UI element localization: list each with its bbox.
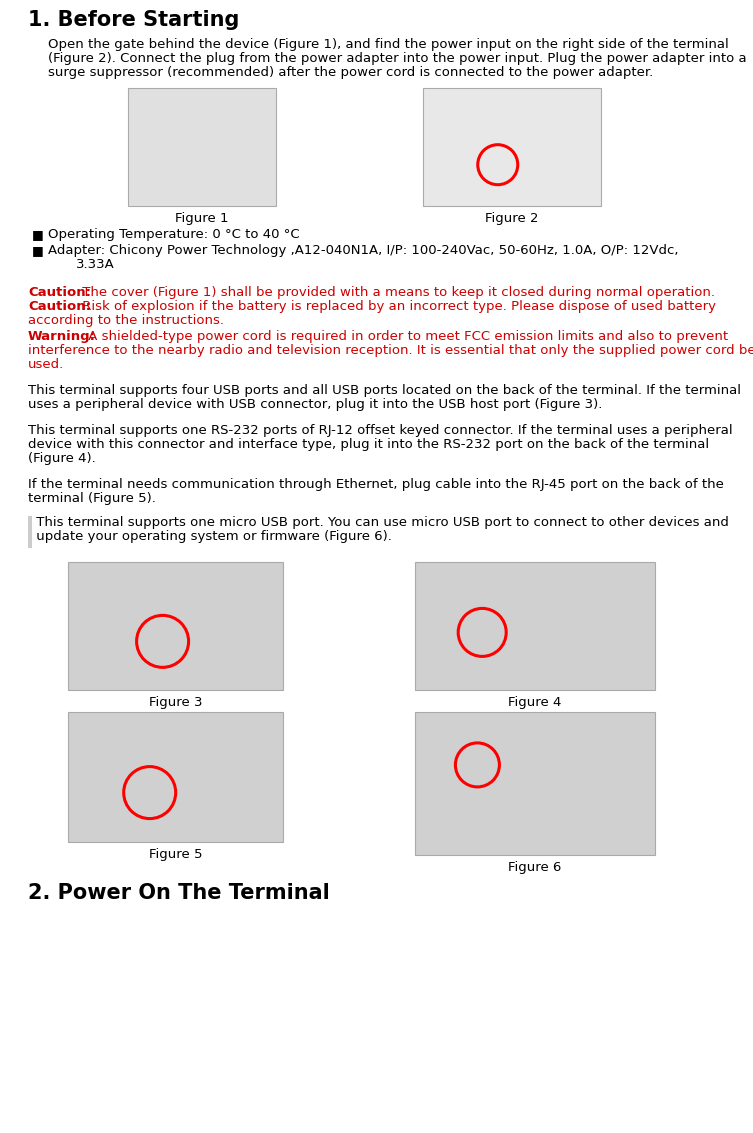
Text: 3.33A: 3.33A — [76, 258, 114, 271]
Text: device with this connector and interface type, plug it into the RS-232 port on t: device with this connector and interface… — [28, 438, 709, 451]
Text: Figure 2: Figure 2 — [485, 212, 538, 225]
Bar — [28, 516, 32, 548]
Bar — [68, 562, 283, 690]
Text: 1. Before Starting: 1. Before Starting — [28, 10, 239, 29]
Text: 2. Power On The Terminal: 2. Power On The Terminal — [28, 883, 330, 903]
Text: The cover (Figure 1) shall be provided with a means to keep it closed during nor: The cover (Figure 1) shall be provided w… — [78, 286, 715, 299]
Text: This terminal supports one micro USB port. You can use micro USB port to connect: This terminal supports one micro USB por… — [32, 516, 729, 529]
Text: Warning:: Warning: — [28, 330, 96, 343]
Bar — [415, 562, 655, 690]
Text: Operating Temperature: 0 °C to 40 °C: Operating Temperature: 0 °C to 40 °C — [48, 228, 300, 241]
Text: Figure 1: Figure 1 — [175, 212, 229, 225]
Text: ■: ■ — [32, 244, 44, 257]
Text: If the terminal needs communication through Ethernet, plug cable into the RJ-45 : If the terminal needs communication thro… — [28, 478, 724, 491]
Text: interference to the nearby radio and television reception. It is essential that : interference to the nearby radio and tel… — [28, 344, 753, 357]
Bar — [415, 712, 655, 855]
Text: Figure 4: Figure 4 — [508, 696, 562, 709]
Text: ■: ■ — [32, 228, 44, 241]
Text: Figure 6: Figure 6 — [508, 861, 562, 874]
Text: Adapter: Chicony Power Technology ,A12-040N1A, I/P: 100-240Vac, 50-60Hz, 1.0A, O: Adapter: Chicony Power Technology ,A12-0… — [48, 244, 678, 257]
Text: Figure 3: Figure 3 — [149, 696, 203, 709]
Text: used.: used. — [28, 358, 64, 370]
Text: Caution:: Caution: — [28, 286, 91, 299]
Bar — [423, 88, 601, 206]
Text: Caution:: Caution: — [28, 300, 91, 313]
Text: Risk of explosion if the battery is replaced by an incorrect type. Please dispos: Risk of explosion if the battery is repl… — [78, 300, 716, 313]
Text: This terminal supports one RS-232 ports of RJ-12 offset keyed connector. If the : This terminal supports one RS-232 ports … — [28, 424, 733, 437]
Text: Figure 5: Figure 5 — [149, 847, 203, 861]
Bar — [68, 712, 283, 842]
Text: according to the instructions.: according to the instructions. — [28, 314, 224, 327]
Text: Open the gate behind the device (Figure 1), and find the power input on the righ: Open the gate behind the device (Figure … — [48, 39, 729, 51]
Text: This terminal supports four USB ports and all USB ports located on the back of t: This terminal supports four USB ports an… — [28, 384, 741, 397]
Text: (Figure 4).: (Figure 4). — [28, 452, 96, 465]
Text: uses a peripheral device with USB connector, plug it into the USB host port (Fig: uses a peripheral device with USB connec… — [28, 398, 602, 411]
Text: surge suppressor (recommended) after the power cord is connected to the power ad: surge suppressor (recommended) after the… — [48, 66, 654, 79]
Text: terminal (Figure 5).: terminal (Figure 5). — [28, 492, 156, 505]
Text: update your operating system or firmware (Figure 6).: update your operating system or firmware… — [32, 530, 392, 543]
Bar — [128, 88, 276, 206]
Text: A shielded-type power cord is required in order to meet FCC emission limits and : A shielded-type power cord is required i… — [84, 330, 728, 343]
Text: (Figure 2). Connect the plug from the power adapter into the power input. Plug t: (Figure 2). Connect the plug from the po… — [48, 52, 747, 65]
